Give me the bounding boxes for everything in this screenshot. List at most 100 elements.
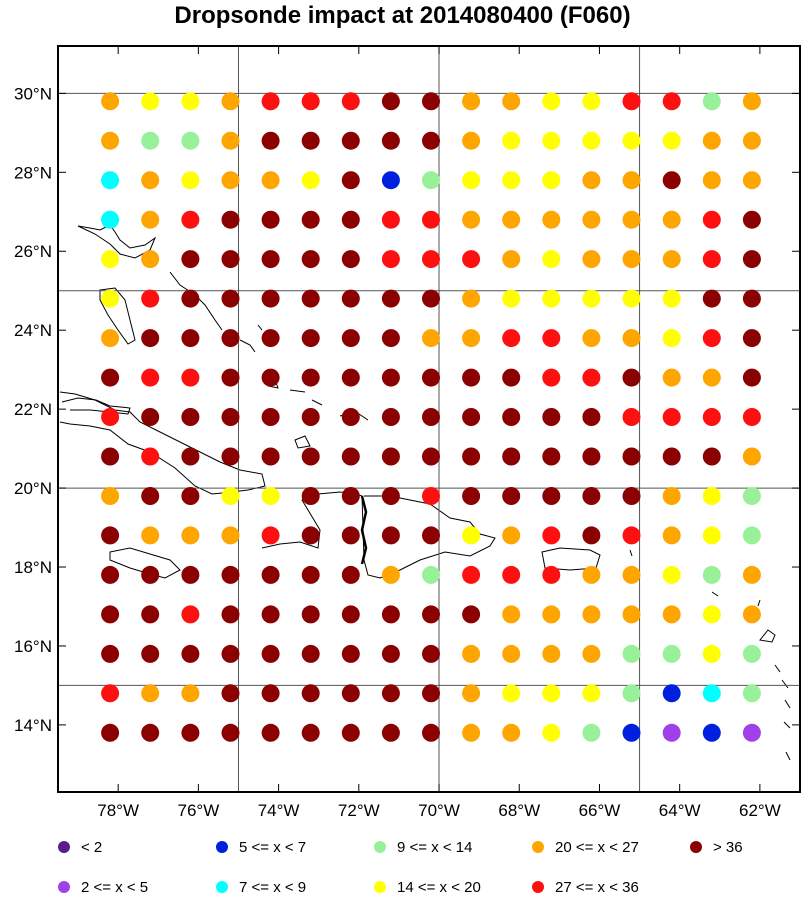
impact-dot (301, 289, 320, 308)
impact-dot (381, 92, 400, 111)
impact-dot (662, 92, 681, 111)
impact-dot (141, 684, 160, 703)
impact-dot (462, 644, 481, 663)
impact-dot (341, 605, 360, 624)
legend-label: 14 <= x < 20 (397, 879, 481, 896)
impact-dot (261, 684, 280, 703)
impact-dot (181, 408, 200, 426)
lat-tick-label: 16°N (14, 637, 52, 656)
impact-dot (502, 171, 521, 190)
impact-dot (502, 210, 521, 229)
impact-dot (462, 131, 481, 150)
impact-dot (742, 131, 761, 150)
impact-dot (582, 131, 601, 150)
impact-dot (662, 210, 681, 229)
impact-dot (622, 171, 641, 190)
impact-dot (301, 605, 320, 624)
impact-dot (462, 368, 481, 387)
impact-dot (141, 447, 160, 466)
impact-dot (101, 447, 120, 466)
legend-swatch (374, 841, 386, 853)
impact-dot (702, 210, 721, 229)
impact-dot (221, 487, 240, 505)
impact-dot (622, 329, 641, 348)
impact-dot (261, 171, 280, 190)
impact-dot (622, 131, 641, 150)
impact-dot (462, 289, 481, 308)
impact-dot (101, 408, 120, 426)
impact-dot (422, 171, 440, 190)
lat-tick-label: 28°N (14, 163, 52, 182)
impact-dot (622, 605, 641, 624)
impact-dot (582, 447, 601, 466)
impact-dot (341, 171, 360, 190)
impact-dot (422, 368, 440, 387)
impact-dot (141, 250, 160, 269)
impact-dot (181, 210, 200, 229)
impact-dot (301, 447, 320, 466)
impact-dot (261, 131, 280, 150)
impact-dot (542, 210, 561, 229)
impact-dot (582, 329, 601, 348)
impact-dot (141, 605, 160, 624)
impact-dot (662, 447, 681, 466)
impact-dot (502, 368, 521, 387)
lat-tick-label: 24°N (14, 321, 52, 340)
impact-dot (502, 723, 521, 742)
impact-dot (341, 684, 360, 703)
coastline-bahamas-chain (169, 271, 369, 449)
impact-dot (702, 565, 721, 584)
impact-dot (261, 92, 280, 111)
impact-dot (381, 171, 400, 190)
impact-dot (542, 526, 561, 545)
impact-dot (622, 210, 641, 229)
impact-dot (261, 210, 280, 229)
impact-dot (742, 644, 761, 663)
impact-dot (702, 92, 721, 111)
impact-dot (301, 92, 320, 111)
impact-dot (462, 684, 481, 703)
impact-dot (141, 131, 160, 150)
impact-dot (341, 723, 360, 742)
longitude-ticks: 78°W 76°W 74°W 72°W 70°W 68°W 66°W 64°W 62°W (97, 46, 781, 820)
legend-label: < 2 (81, 839, 102, 856)
impact-dot (261, 329, 280, 348)
impact-dot (582, 368, 601, 387)
legend: < 2 2 <= x < 5 5 <= x < 7 7 <= x < 9 9 <= x … (58, 839, 743, 896)
impact-dot (742, 684, 761, 703)
impact-dot (181, 605, 200, 624)
legend-label: 5 <= x < 7 (239, 839, 306, 856)
impact-dot (662, 644, 681, 663)
impact-dot (101, 250, 120, 269)
impact-dot (662, 723, 681, 742)
impact-dot (742, 487, 761, 505)
impact-dot (301, 171, 320, 190)
impact-dot (742, 210, 761, 229)
impact-dot (181, 565, 200, 584)
lat-tick-label: 26°N (14, 242, 52, 261)
impact-dot (381, 329, 400, 348)
impact-dot (622, 565, 641, 584)
impact-dot (742, 605, 761, 624)
impact-dot (261, 526, 280, 545)
impact-dot (502, 92, 521, 111)
impact-dot (141, 723, 160, 742)
impact-dot (261, 368, 280, 387)
impact-dot (381, 526, 400, 545)
impact-dot (422, 92, 440, 111)
impact-dot (622, 368, 641, 387)
impact-dot (502, 408, 521, 426)
impact-dot (181, 368, 200, 387)
impact-dot (181, 92, 200, 111)
impact-dot (221, 210, 240, 229)
impact-dot (702, 289, 721, 308)
impact-dot (101, 289, 120, 308)
legend-label: 2 <= x < 5 (81, 879, 148, 896)
impact-dot (381, 131, 400, 150)
impact-dot (101, 487, 120, 505)
impact-dot (141, 487, 160, 505)
impact-dot (462, 605, 481, 624)
impact-dot (702, 171, 721, 190)
legend-label: 7 <= x < 9 (239, 879, 306, 896)
